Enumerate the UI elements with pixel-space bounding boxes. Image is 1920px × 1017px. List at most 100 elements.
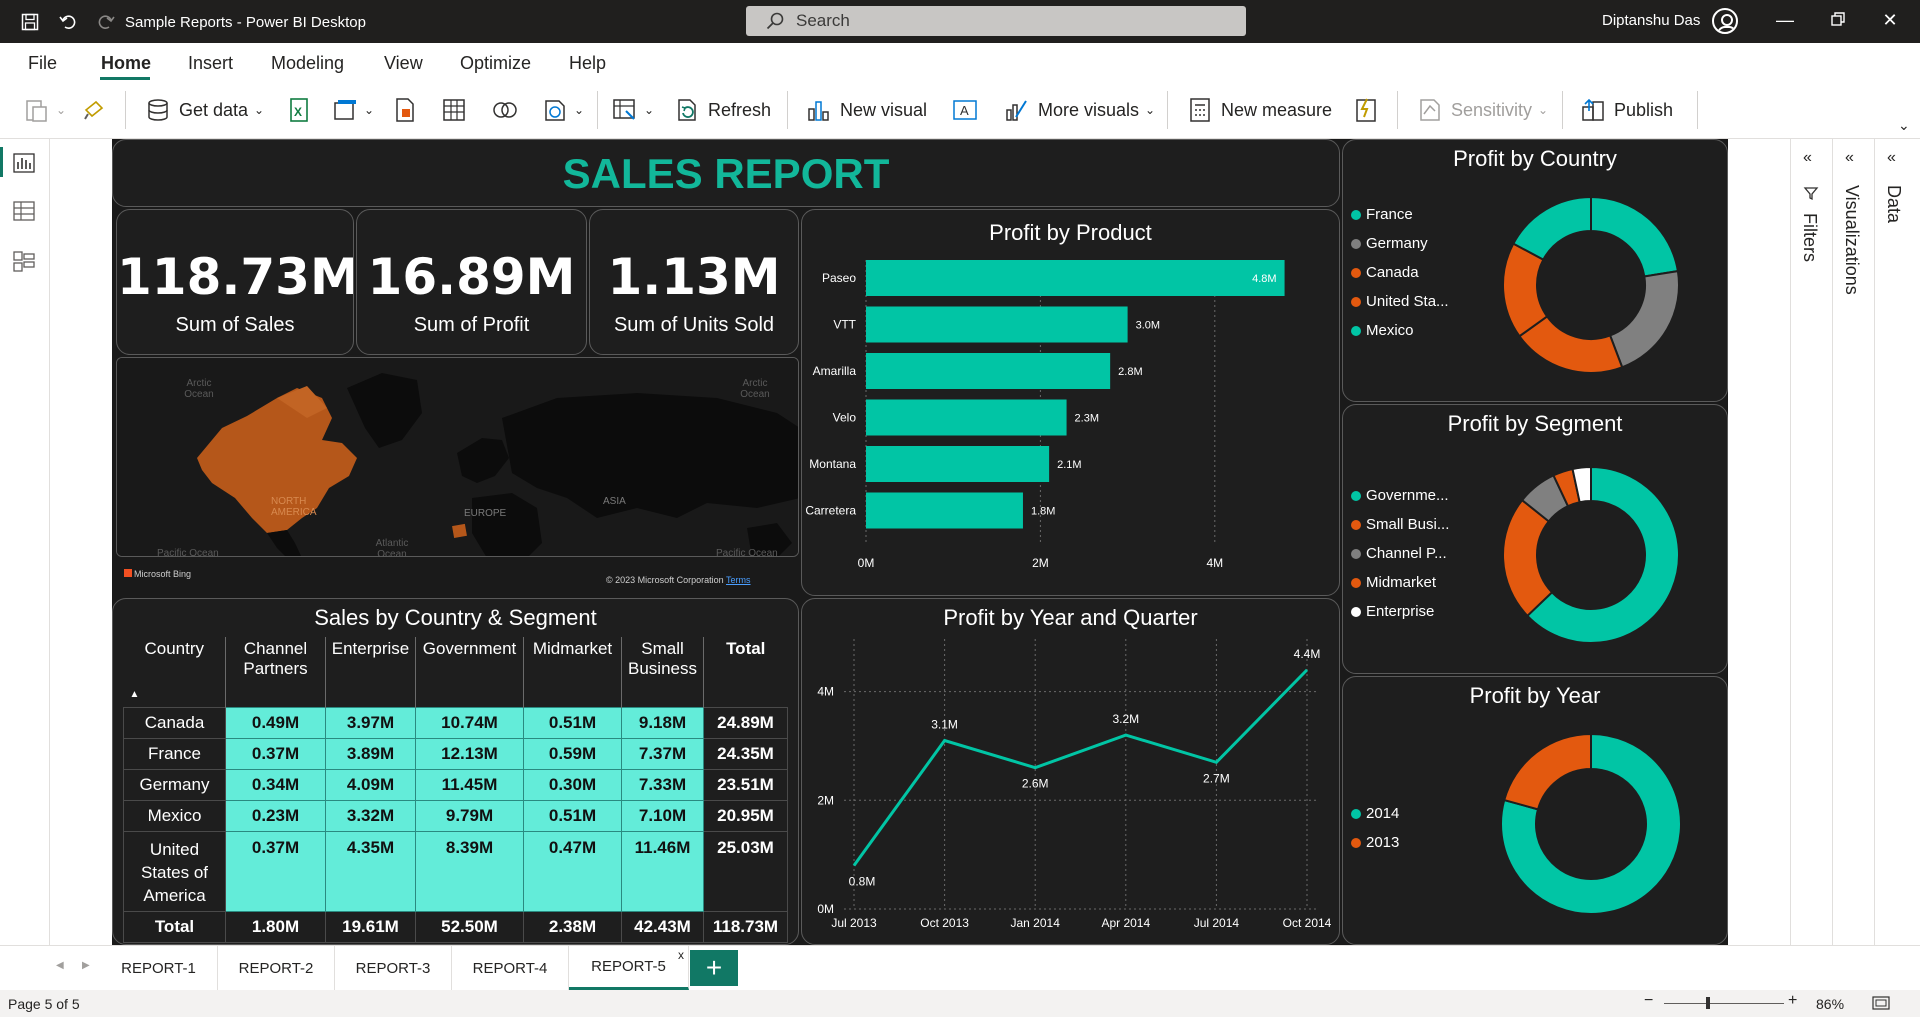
tab-report-1[interactable]: REPORT-1 <box>100 946 218 990</box>
refresh-button[interactable]: Refresh <box>674 95 771 125</box>
publish-button[interactable]: Publish <box>1580 95 1673 125</box>
filters-pane[interactable]: « Filters <box>1790 139 1830 945</box>
kpi-card-units[interactable]: 1.13M Sum of Units Sold <box>589 209 799 355</box>
profit-by-segment-chart[interactable]: Profit by Segment Governme... Small Busi.… <box>1342 404 1728 674</box>
profit-by-product-chart[interactable]: Profit by Product 0M 2M 4M Paseo 4.8M VTT 3.0M… <box>801 209 1340 596</box>
column-header[interactable]: Midmarket <box>523 637 622 707</box>
legend-item[interactable]: Mexico <box>1351 316 1449 345</box>
sales-matrix-visual[interactable]: Sales by Country & Segment Country ▲ Chan… <box>112 598 799 945</box>
table-row[interactable]: Mexico 0.23M 3.32M 9.79M 0.51M 7.10M 20.… <box>123 799 788 832</box>
menu-view[interactable]: View <box>384 53 423 73</box>
legend-item[interactable]: Enterprise <box>1351 597 1449 626</box>
tab-report-4[interactable]: REPORT-4 <box>452 946 569 990</box>
excel-button[interactable]: X <box>286 95 312 125</box>
map-visual[interactable]: Arctic Ocean Arctic Ocean NORTH AMERICA … <box>116 357 799 557</box>
chart-title: Profit by Country <box>1453 146 1617 171</box>
table-cell: 3.89M <box>325 737 416 770</box>
kpi-card-profit[interactable]: 16.89M Sum of Profit <box>356 209 587 355</box>
redo-icon[interactable] <box>94 10 118 34</box>
sort-ascending-icon[interactable]: ▲ <box>129 689 140 700</box>
terms-link[interactable]: Terms <box>726 575 751 585</box>
ribbon-separator <box>787 91 788 129</box>
recent-sources-button[interactable] <box>492 95 518 125</box>
legend-item[interactable]: Midmarket <box>1351 568 1449 597</box>
column-header[interactable]: Country ▲ <box>123 637 226 707</box>
restore-icon[interactable] <box>1818 10 1858 34</box>
table-row[interactable]: France 0.37M 3.89M 12.13M 0.59M 7.37M 24… <box>123 737 788 770</box>
expand-icon[interactable]: « <box>1803 149 1812 166</box>
legend-item[interactable]: France <box>1351 200 1449 229</box>
minimize-icon[interactable]: — <box>1776 10 1794 30</box>
menu-help[interactable]: Help <box>569 53 607 73</box>
profit-by-year-chart[interactable]: Profit by Year 2014 2013 <box>1342 676 1728 945</box>
new-measure-button[interactable]: New measure <box>1187 95 1332 125</box>
column-header[interactable]: Small Business <box>621 637 704 707</box>
tab-scroll-left-icon[interactable]: ◀ <box>56 960 64 971</box>
data-pane[interactable]: « Data <box>1874 139 1914 945</box>
menu-modeling[interactable]: Modeling <box>271 53 345 73</box>
close-tab-icon[interactable]: x <box>678 948 684 962</box>
menu-file[interactable]: File <box>28 53 58 73</box>
legend-item[interactable]: Canada <box>1351 258 1449 287</box>
user-name[interactable]: Diptanshu Das <box>1602 12 1701 29</box>
column-header[interactable]: Channel Partners <box>225 637 326 707</box>
expand-icon[interactable]: « <box>1845 149 1854 166</box>
enter-data-button[interactable] <box>442 95 466 125</box>
report-title-panel[interactable]: SALES REPORT <box>112 139 1340 207</box>
save-icon[interactable] <box>18 10 42 34</box>
datahub-button[interactable]: ⌄ <box>332 95 374 125</box>
paste-button[interactable]: ⌄ <box>24 95 66 125</box>
legend-item[interactable]: Small Busi... <box>1351 510 1449 539</box>
tab-scroll-right-icon[interactable]: ▶ <box>82 960 90 971</box>
new-visual-button[interactable]: New visual <box>806 95 927 125</box>
column-header[interactable]: Government <box>415 637 524 707</box>
table-total-row[interactable]: Total 1.80M 19.61M 52.50M 2.38M 42.43M 1… <box>123 910 788 943</box>
legend-item[interactable]: 2013 <box>1351 828 1399 857</box>
get-data-button[interactable]: Get data ⌄ <box>145 95 264 125</box>
visualizations-pane[interactable]: « Visualizations <box>1832 139 1872 945</box>
close-icon[interactable]: ✕ <box>1882 10 1898 30</box>
tab-report-5[interactable]: REPORT-5 x <box>569 946 689 990</box>
more-visuals-button[interactable]: More visuals ⌄ <box>1004 95 1155 125</box>
model-view-icon[interactable] <box>12 249 36 273</box>
collapse-ribbon-icon[interactable]: ⌄ <box>1898 117 1910 133</box>
zoom-slider-thumb[interactable] <box>1706 997 1710 1009</box>
text-box-button[interactable]: A <box>952 95 978 125</box>
document-icon <box>396 98 414 122</box>
tab-report-2[interactable]: REPORT-2 <box>218 946 335 990</box>
menu-home[interactable]: Home <box>101 53 152 73</box>
legend-item[interactable]: Governme... <box>1351 481 1449 510</box>
zoom-slider-track[interactable] <box>1664 1003 1784 1004</box>
profit-by-country-chart[interactable]: Profit by Country France Germany Canada Uni… <box>1342 139 1728 402</box>
kpi-card-sales[interactable]: 118.73M Sum of Sales <box>116 209 354 355</box>
fit-page-icon[interactable] <box>1872 996 1890 1010</box>
expand-icon[interactable]: « <box>1887 149 1896 166</box>
dataverse-button[interactable] <box>393 95 417 125</box>
legend-item[interactable]: United Sta... <box>1351 287 1449 316</box>
add-page-button[interactable]: + <box>690 950 738 986</box>
table-row[interactable]: United States of America 0.37M 4.35M 8.3… <box>123 830 788 912</box>
avatar[interactable] <box>1712 8 1738 34</box>
transform-button[interactable]: ⌄ <box>612 95 654 125</box>
format-painter-button[interactable] <box>82 95 106 125</box>
table-row[interactable]: Germany 0.34M 4.09M 11.45M 0.30M 7.33M 2… <box>123 768 788 801</box>
zoom-in-button[interactable]: + <box>1788 992 1798 1009</box>
column-header[interactable]: Total <box>703 637 788 707</box>
menu-insert[interactable]: Insert <box>188 53 234 73</box>
menu-optimize[interactable]: Optimize <box>460 53 532 73</box>
legend-item[interactable]: Channel P... <box>1351 539 1449 568</box>
sensitivity-button[interactable]: Sensitivity ⌄ <box>1417 95 1548 125</box>
report-view-icon[interactable] <box>12 151 36 175</box>
zoom-out-button[interactable]: − <box>1644 992 1654 1009</box>
quick-measure-button[interactable] <box>1353 95 1379 125</box>
tab-report-3[interactable]: REPORT-3 <box>335 946 452 990</box>
profit-by-quarter-chart[interactable]: Profit by Year and Quarter 0M 2M 4M Jul 201… <box>801 598 1340 945</box>
undo-icon[interactable] <box>56 10 80 34</box>
search-input[interactable]: Search <box>746 6 1246 36</box>
transform-data-button[interactable]: ⌄ <box>542 95 584 125</box>
legend-item[interactable]: Germany <box>1351 229 1449 258</box>
legend-item[interactable]: 2014 <box>1351 799 1399 828</box>
table-view-icon[interactable] <box>12 199 36 223</box>
table-row[interactable]: Canada 0.49M 3.97M 10.74M 0.51M 9.18M 24… <box>123 706 788 739</box>
column-header[interactable]: Enterprise <box>325 637 416 707</box>
